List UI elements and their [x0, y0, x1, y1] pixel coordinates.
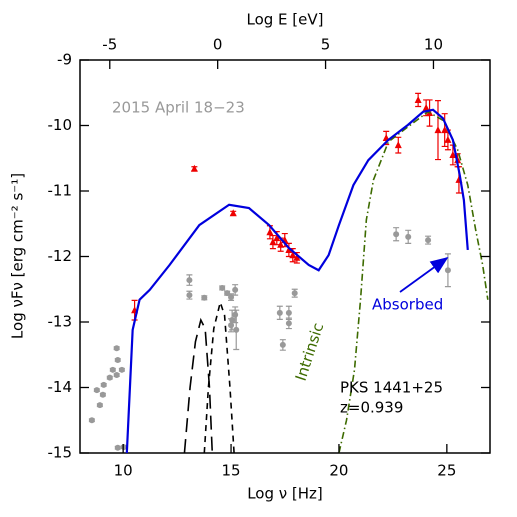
absorbed-arrow	[399, 256, 449, 293]
data-point	[229, 317, 236, 324]
data-point	[232, 311, 239, 318]
data-point	[266, 228, 274, 236]
data-point	[106, 374, 113, 381]
plot-area	[88, 92, 489, 453]
data-point	[293, 253, 301, 261]
data-point	[96, 402, 103, 409]
top-tick-label: 10	[424, 36, 443, 54]
data-point	[269, 238, 277, 246]
y-tick-label: -13	[48, 313, 73, 331]
top-tick-label: 0	[213, 36, 223, 54]
data-point	[186, 292, 193, 299]
data-point	[434, 126, 442, 134]
y-tick-label: -10	[48, 116, 73, 134]
data-point	[285, 309, 292, 316]
data-point	[273, 234, 281, 242]
data-point	[113, 372, 120, 379]
data-point	[441, 126, 449, 134]
x-tick-label: 25	[437, 462, 456, 480]
intrinsic-label: Intrinsic	[292, 321, 328, 384]
data-point	[405, 233, 412, 240]
data-point	[277, 240, 285, 248]
data-point	[233, 326, 240, 333]
data-point	[118, 366, 125, 373]
data-point	[414, 95, 422, 103]
data-point	[201, 294, 208, 301]
data-point	[190, 164, 198, 172]
date-annotation: 2015 April 18−23	[112, 99, 245, 117]
data-point	[228, 322, 235, 329]
model-curve	[338, 110, 489, 453]
data-point	[285, 245, 293, 253]
data-point	[229, 209, 237, 217]
data-point	[232, 286, 239, 293]
top-tick-label: -5	[102, 36, 117, 54]
data-point	[276, 309, 283, 316]
absorbed-label: Absorbed	[372, 296, 443, 314]
data-point	[444, 267, 451, 274]
y-axis-label: Log νFν [erg cm⁻² s⁻¹]	[9, 173, 27, 339]
y-tick-label: -11	[48, 182, 73, 200]
source-annotation: PKS 1441+25	[340, 379, 443, 397]
y-tick-label: -14	[48, 378, 73, 396]
model-curve	[125, 108, 469, 453]
data-point	[88, 417, 95, 424]
y-tick-label: -15	[48, 444, 73, 462]
data-point	[393, 231, 400, 238]
data-point	[219, 284, 226, 291]
data-point	[289, 251, 297, 259]
redshift-annotation: z=0.939	[340, 399, 403, 417]
data-point	[186, 277, 193, 284]
data-point	[425, 237, 432, 244]
y-tick-label: -9	[57, 51, 72, 69]
data-point	[93, 387, 100, 394]
data-point	[100, 381, 107, 388]
x-axis-label: Log ν [Hz]	[247, 485, 323, 503]
x-tick-label: 20	[329, 462, 348, 480]
data-point	[99, 391, 106, 398]
data-point	[422, 103, 430, 111]
data-point	[279, 341, 286, 348]
data-point	[444, 135, 452, 143]
x-tick-label: 10	[114, 462, 133, 480]
data-point	[109, 366, 116, 373]
x-tick-label: 15	[222, 462, 241, 480]
top-tick-label: 5	[321, 36, 331, 54]
data-point	[285, 320, 292, 327]
data-point	[291, 290, 298, 297]
data-point	[114, 356, 121, 363]
top-axis-label: Log E [eV]	[247, 11, 324, 29]
data-point	[449, 150, 457, 158]
data-point	[394, 141, 402, 149]
model-curve	[183, 317, 214, 453]
y-tick-label: -12	[48, 247, 73, 265]
data-point	[114, 444, 121, 451]
data-point	[113, 345, 120, 352]
data-point	[224, 290, 231, 297]
